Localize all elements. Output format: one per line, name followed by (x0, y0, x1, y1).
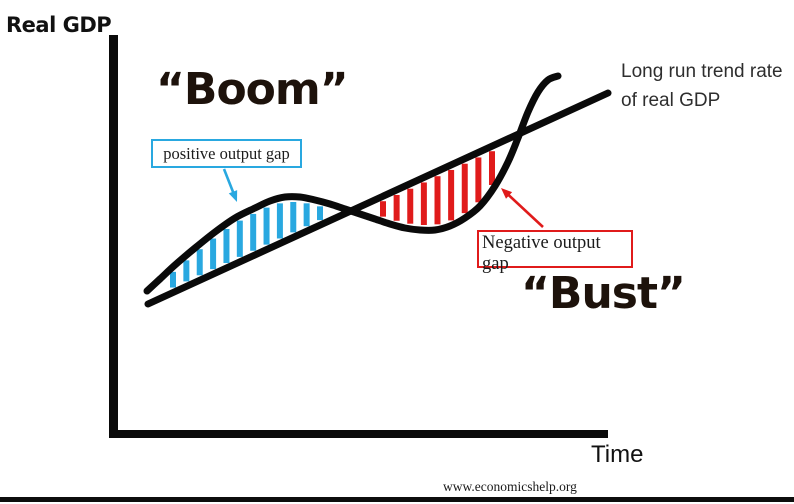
positive-gap-hatch-bar (317, 206, 323, 221)
negative-gap-hatch-bar (475, 157, 482, 203)
boom-heading: “Boom” (156, 64, 349, 115)
trend-line-label: Long run trend rate of real GDP (621, 57, 783, 115)
positive-gap-hatch-bar (276, 203, 283, 239)
trend-line-label-line1: Long run trend rate (621, 61, 783, 82)
negative-gap-hatch-bar (407, 188, 414, 224)
positive-gap-arrow (222, 168, 235, 195)
negative-gap-hatch-bar (448, 169, 455, 221)
long-run-trend-line (144, 89, 612, 308)
positive-gap-arrow-head (228, 190, 238, 202)
positive-gap-hatch-bar (250, 213, 257, 251)
positive-gap-hatch-bar (223, 228, 230, 264)
negative-gap-hatch-bar (489, 151, 495, 185)
negative-gap-hatch-bar (434, 176, 441, 225)
negative-gap-hatch-bar (461, 163, 468, 214)
positive-gap-hatch-bar (170, 271, 176, 288)
negative-gap-hatch-bar (420, 182, 427, 225)
positive-gap-hatch-bar (303, 203, 310, 227)
real-gdp-curve (143, 72, 562, 295)
positive-gap-hatch-bar (263, 207, 270, 245)
negative-output-gap-callout: Negative output gap (477, 230, 633, 274)
bust-heading: “Bust” (521, 268, 686, 319)
positive-gap-hatch-bar (183, 260, 190, 282)
positive-gap-hatch-bar (210, 238, 217, 270)
y-axis-label: Real GDP (6, 13, 112, 37)
negative-gap-hatch-bar (393, 194, 400, 221)
positive-gap-hatch-bar (290, 202, 297, 233)
positive-gap-hatch-bar (196, 249, 203, 276)
trend-line-label-line2: of real GDP (621, 90, 721, 111)
x-axis-label: Time (591, 441, 644, 468)
negative-gap-arrow (506, 193, 544, 228)
negative-gap-arrow-head (501, 188, 513, 199)
negative-gap-hatch-bar (380, 201, 386, 217)
watermark-url: www.economicshelp.org (443, 479, 577, 494)
positive-gap-hatch-bar (236, 220, 243, 257)
bottom-border-bar (0, 497, 794, 502)
positive-output-gap-callout: positive output gap (151, 139, 302, 168)
